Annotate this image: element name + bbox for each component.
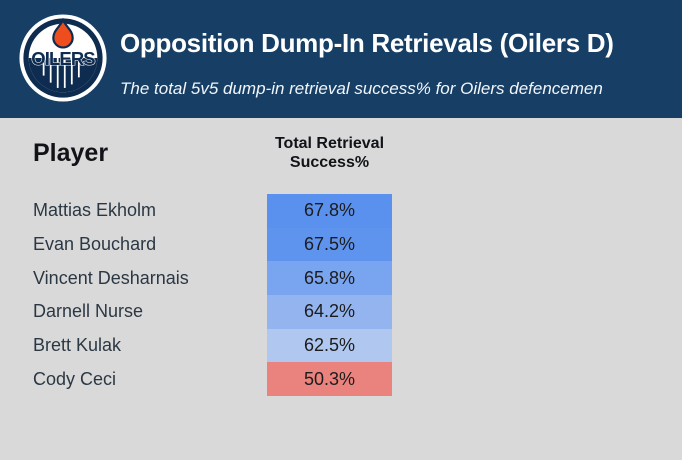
value-cell: 67.8% (267, 194, 392, 228)
value-label: 67.8% (303, 200, 356, 221)
table-row: Cody Ceci 50.3% (0, 362, 682, 397)
value-cell: 62.5% (267, 328, 392, 363)
value-cell: 67.5% (267, 227, 392, 262)
logo-wordmark: OILERS (31, 48, 95, 69)
logo-drip-stripes (42, 58, 80, 88)
table-row: Darnell Nurse 64.2% (0, 295, 682, 329)
value-label: 65.8% (303, 267, 356, 288)
value-label: 62.5% (303, 335, 356, 356)
logo-lower-half (28, 58, 98, 93)
value-label: 64.2% (303, 301, 356, 322)
player-name: Cody Ceci (33, 368, 117, 389)
table-row: Evan Bouchard 67.5% (0, 227, 682, 262)
value-cell: 64.2% (267, 295, 392, 329)
player-name: Evan Bouchard (33, 234, 157, 255)
table-rows: Mattias Ekholm 67.8% Evan Bouchard 67.5%… (0, 194, 682, 397)
value-label: 50.3% (303, 368, 356, 389)
player-name: Brett Kulak (33, 335, 122, 356)
player-name: Darnell Nurse (33, 301, 144, 322)
page-subtitle: The total 5v5 dump-in retrieval success%… (120, 79, 603, 98)
table-row: Brett Kulak 62.5% (0, 328, 682, 363)
table-row: Mattias Ekholm 67.8% (0, 194, 682, 228)
header: OILERS Opposition Dump-In Retrievals (Oi… (0, 0, 682, 118)
oilers-logo: OILERS (19, 14, 107, 102)
table-area: Player Total Retrieval Success% Mattias … (0, 118, 682, 460)
page-title: Opposition Dump-In Retrievals (Oilers D) (120, 28, 614, 58)
column-header-player: Player (33, 139, 109, 167)
value-cell: 50.3% (267, 362, 392, 397)
player-name: Mattias Ekholm (33, 200, 157, 221)
value-label: 67.5% (303, 234, 356, 255)
oil-drop-icon (52, 17, 74, 49)
value-cell: 65.8% (267, 261, 392, 296)
player-name: Vincent Desharnais (33, 267, 189, 288)
column-header-success: Total Retrieval Success% (274, 135, 385, 172)
table-row: Vincent Desharnais 65.8% (0, 261, 682, 296)
